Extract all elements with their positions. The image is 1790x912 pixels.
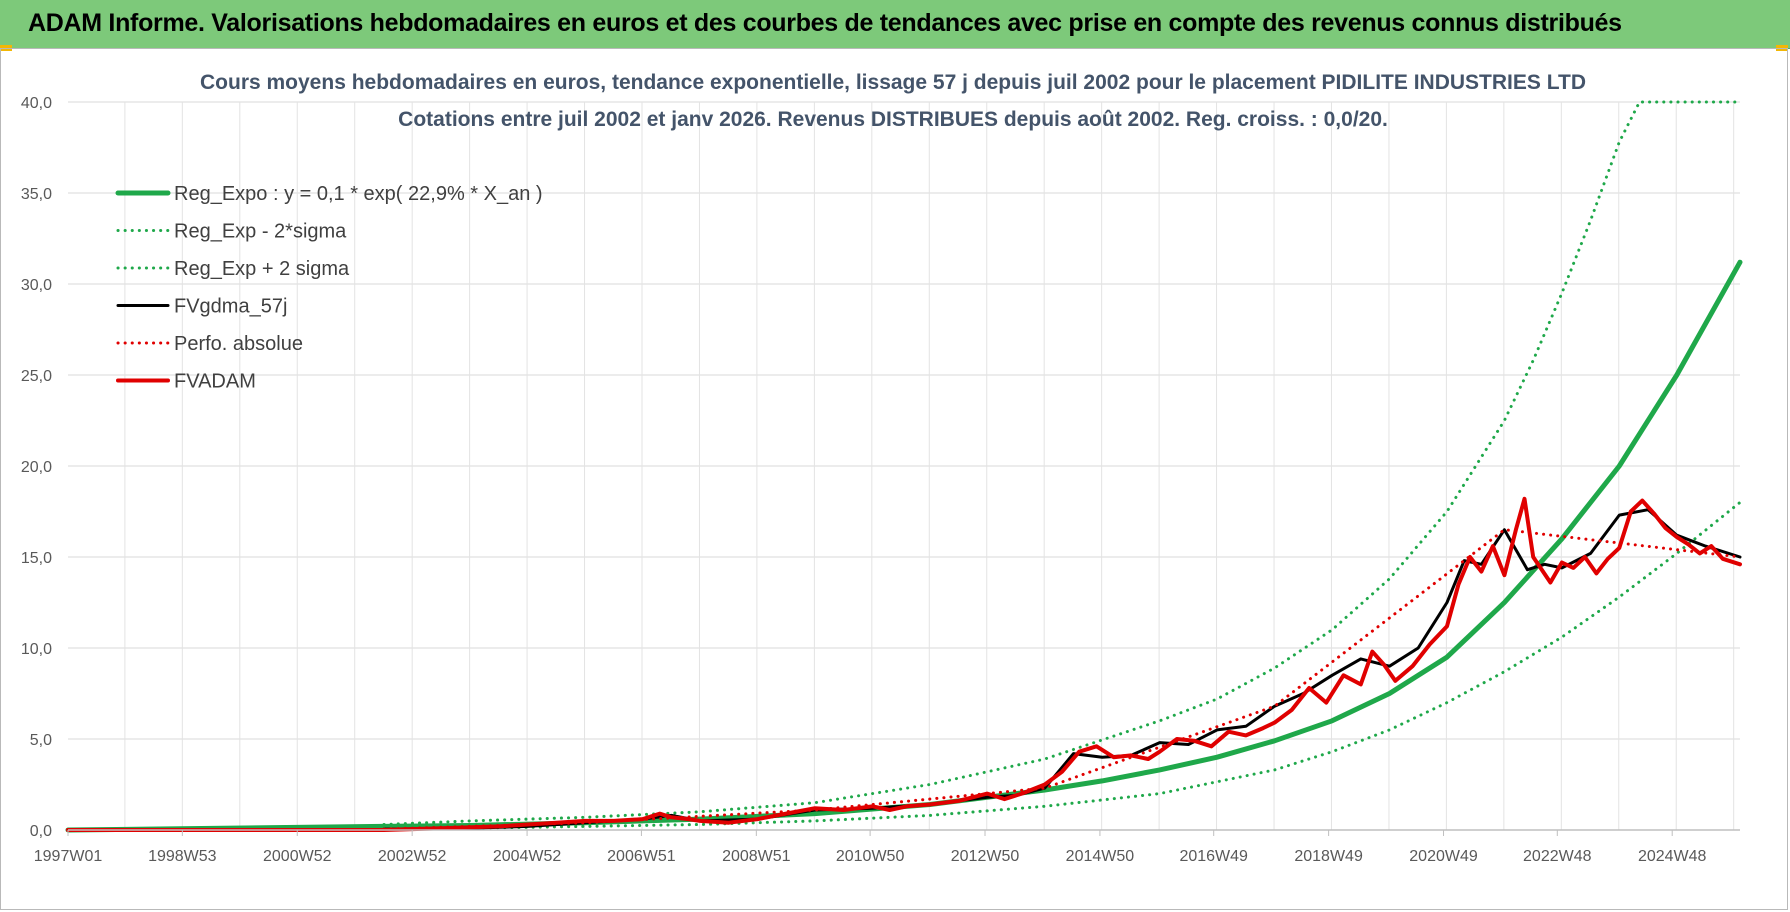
x-tick-label: 1997W01 [34, 848, 103, 865]
grid-layer [68, 101, 1740, 831]
x-tick-label: 2018W49 [1294, 848, 1363, 865]
y-tick-label: 35,0 [21, 186, 52, 203]
legend-label: Perfo. absolue [174, 333, 303, 355]
x-tick-label: 2000W52 [263, 848, 332, 865]
y-tick-label: 40,0 [21, 95, 52, 112]
series-line-fvgdma-57j [382, 508, 1742, 831]
x-tick-label: 2004W52 [493, 848, 562, 865]
legend-label: Reg_Exp + 2 sigma [174, 258, 350, 280]
banner: ADAM Informe. Valorisations hebdomadaire… [0, 0, 1790, 49]
legend-label: Reg_Expo : y = 0,1 * exp( 22,9% * X_an ) [174, 183, 543, 205]
y-tick-label: 30,0 [21, 277, 52, 294]
x-tick-label: 2022W48 [1523, 848, 1592, 865]
series-layer [65, 100, 1743, 833]
series-line-reg-exp-2-sigma [382, 500, 1742, 831]
chart-title-line2: Cotations entre juil 2002 et janv 2026. … [398, 108, 1388, 131]
x-tick-label: 2008W51 [722, 848, 791, 865]
legend-label: Reg_Exp - 2*sigma [174, 221, 347, 243]
x-tick-label: 2002W52 [378, 848, 447, 865]
banner-title: ADAM Informe. Valorisations hebdomadaire… [28, 9, 1622, 37]
legend-label: FVADAM [174, 371, 256, 393]
legend: Reg_Expo : y = 0,1 * exp( 22,9% * X_an )… [115, 183, 543, 393]
series-line-fvadam [66, 496, 1742, 832]
x-tick-label: 2006W51 [607, 848, 676, 865]
legend-label: FVgdma_57j [174, 296, 287, 318]
y-tick-label: 0,0 [30, 823, 52, 840]
x-tick-label: 2014W50 [1066, 848, 1135, 865]
chart: 0,0 5,0 10,0 15,0 20,0 25,0 30,0 35,0 40,0 1997W0… [21, 71, 1743, 865]
x-tick-label: 2012W50 [951, 848, 1020, 865]
series-line-reg-expo-y-0-1-exp-22-9-x-an [65, 259, 1743, 833]
chart-title-line1: Cours moyens hebdomadaires en euros, ten… [200, 71, 1586, 94]
x-tick-label: 2016W49 [1179, 848, 1248, 865]
y-tick-label: 10,0 [21, 641, 52, 658]
series-line-perfo-absolue [382, 528, 1742, 831]
chart-frame [0, 48, 1788, 910]
x-tick-label: 2010W50 [836, 848, 905, 865]
y-tick-label: 25,0 [21, 368, 52, 385]
x-tick-label: 2020W49 [1409, 848, 1478, 865]
y-tick-label: 15,0 [21, 550, 52, 567]
series-line-reg-exp-2-sigma [382, 100, 1742, 826]
axis-layer: 0,0 5,0 10,0 15,0 20,0 25,0 30,0 35,0 40,0 1997W0… [21, 95, 1740, 865]
y-tick-label: 20,0 [21, 459, 52, 476]
x-tick-label: 1998W53 [148, 848, 217, 865]
x-tick-label: 2024W48 [1638, 848, 1707, 865]
y-tick-label: 5,0 [30, 732, 52, 749]
